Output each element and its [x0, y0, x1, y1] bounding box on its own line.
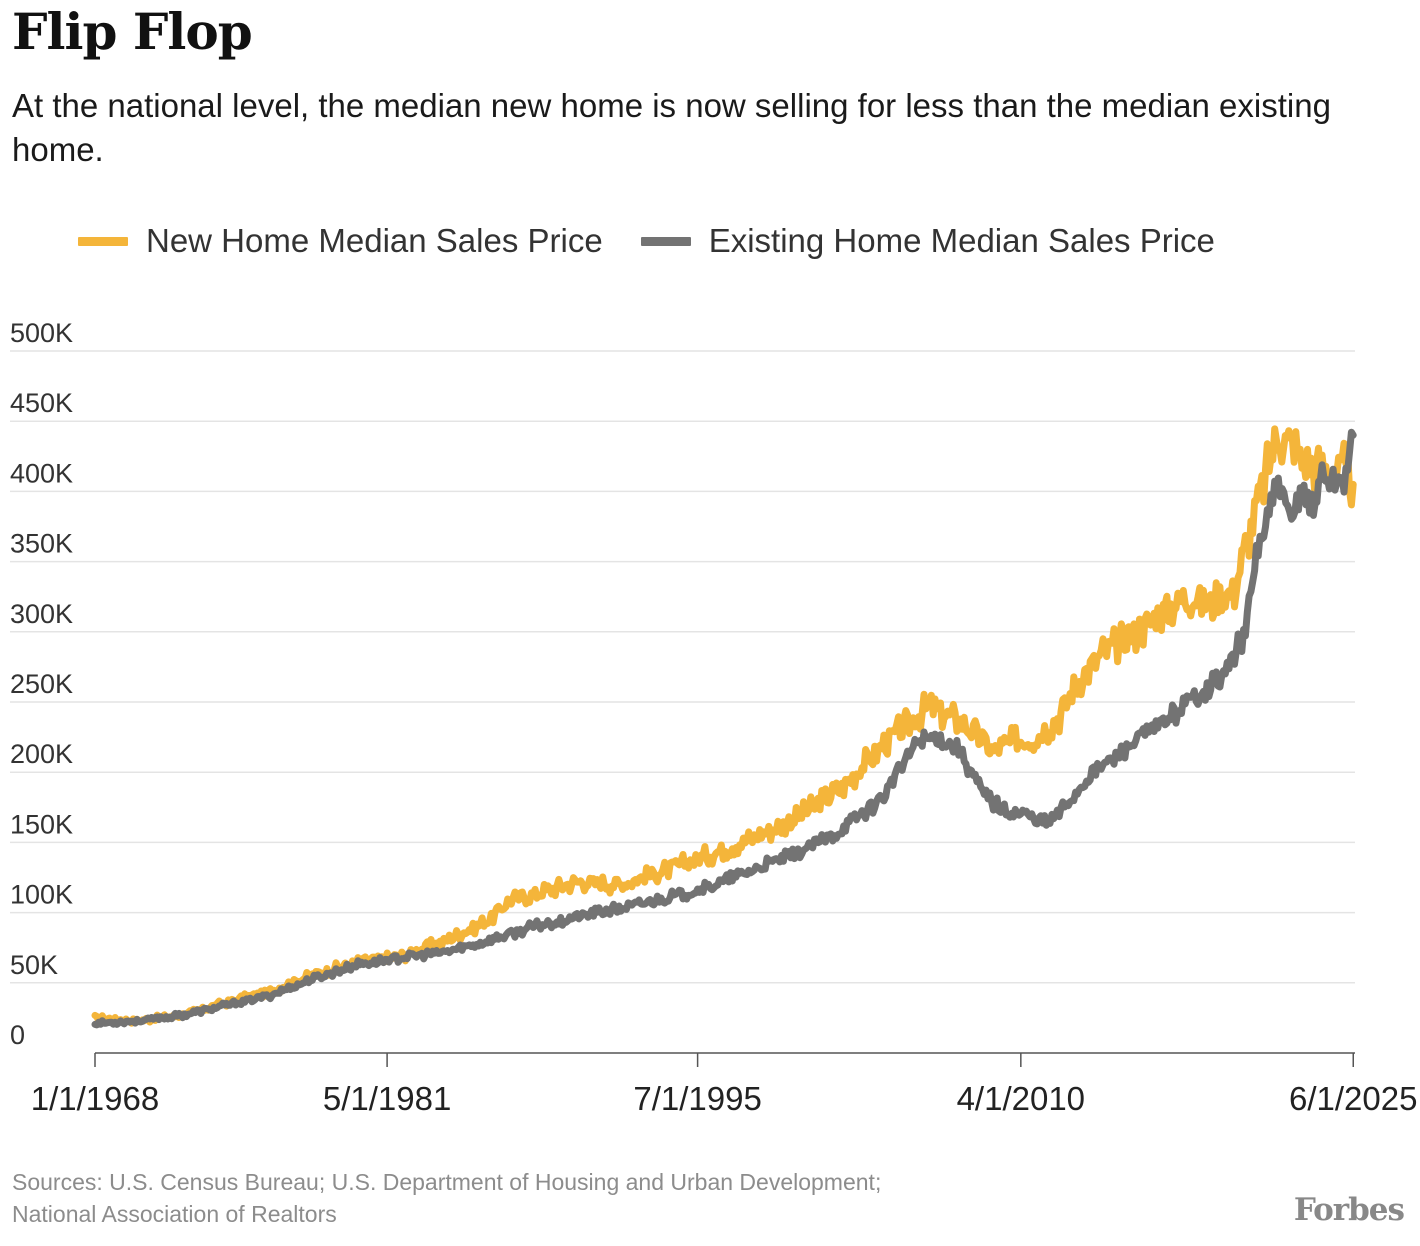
- y-axis-ticks: 0 50K 100K 150K 200K 250K 300K 350K 400K 450K 500K: [10, 318, 73, 1050]
- y-tick-label: 50K: [10, 950, 58, 980]
- legend-swatch-existing-home: [640, 236, 691, 246]
- gridlines: [10, 350, 1355, 984]
- forbes-logo: Forbes: [1293, 1192, 1405, 1228]
- legend-label-existing-home: Existing Home Median Sales Price: [708, 222, 1215, 259]
- legend: New Home Median Sales Price Existing Hom…: [78, 222, 1253, 260]
- source-line-2: National Association of Realtors: [12, 1201, 337, 1227]
- y-tick-label: 300K: [10, 599, 73, 629]
- line-chart: 0 50K 100K 150K 200K 250K 300K 350K 400K 450K 500K…: [10, 318, 1417, 1117]
- y-tick-label: 150K: [10, 809, 73, 839]
- source-line-1: Sources: U.S. Census Bureau; U.S. Depart…: [12, 1169, 882, 1195]
- x-tick-label: 5/1/1981: [323, 1080, 451, 1117]
- series-lines: [91, 425, 1357, 1029]
- y-tick-label: 250K: [10, 669, 73, 699]
- y-tick-label: 500K: [10, 318, 73, 348]
- x-tick-label: 4/1/2010: [957, 1080, 1085, 1117]
- x-axis-ticks: 1/1/1968 5/1/1981 7/1/1995 4/1/2010 6/1/2025: [31, 1053, 1417, 1117]
- chart-title: Flip Flop: [12, 2, 253, 61]
- legend-label-new-home: New Home Median Sales Price: [146, 222, 603, 259]
- legend-item-new-home: New Home Median Sales Price: [78, 222, 603, 260]
- y-tick-label: 400K: [10, 458, 73, 488]
- y-tick-label: 100K: [10, 880, 73, 910]
- x-tick-label: 6/1/2025: [1289, 1080, 1417, 1117]
- y-tick-label: 450K: [10, 388, 73, 418]
- x-tick-label: 1/1/1968: [31, 1080, 159, 1117]
- y-tick-label: 350K: [10, 529, 73, 559]
- legend-swatch-new-home: [78, 236, 128, 246]
- x-tick-label: 7/1/1995: [633, 1080, 761, 1117]
- legend-item-existing-home: Existing Home Median Sales Price: [640, 222, 1215, 260]
- y-tick-label: 0: [10, 1020, 25, 1050]
- source-note: Sources: U.S. Census Bureau; U.S. Depart…: [12, 1166, 881, 1230]
- y-tick-label: 200K: [10, 739, 73, 769]
- series-line-existing-home: [91, 428, 1357, 1029]
- chart-subtitle: At the national level, the median new ho…: [12, 87, 1331, 168]
